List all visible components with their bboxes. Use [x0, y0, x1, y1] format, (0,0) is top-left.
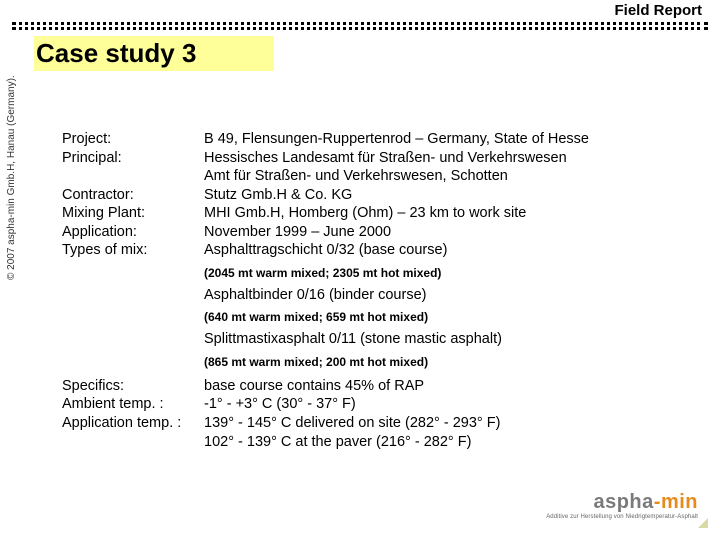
sub-1: Asphaltbinder 0/16 (binder course) — [204, 286, 700, 305]
dotted-divider — [12, 22, 708, 30]
label-ambient: Ambient temp. : — [62, 395, 204, 414]
value-mixingplant: MHI Gmb.H, Homberg (Ohm) – 23 km to work… — [204, 204, 700, 223]
label-mixingplant: Mixing Plant: — [62, 204, 204, 223]
label-empty — [62, 167, 204, 186]
value-specifics: base course contains 45% of RAP — [204, 377, 700, 396]
row-typesmix: Types of mix: Asphalttragschicht 0/32 (b… — [62, 241, 700, 260]
label-application: Application: — [62, 223, 204, 242]
value-ambient: -1° - +3° C (30° - 37° F) — [204, 395, 700, 414]
row-principal2: Amt für Straßen- und Verkehrswesen, Scho… — [62, 167, 700, 186]
label-apptemp: Application temp. : — [62, 414, 204, 433]
value-application: November 1999 – June 2000 — [204, 223, 700, 242]
note-3: (865 mt warm mixed; 200 mt hot mixed) — [204, 355, 700, 369]
value-apptemp2: 102° - 139° C at the paver (216° - 282° … — [204, 433, 700, 452]
row-contractor: Contractor: Stutz Gmb.H & Co. KG — [62, 186, 700, 205]
logo-subtext: Additive zur Herstellung von Niedrigtemp… — [546, 514, 698, 520]
header-label: Field Report — [614, 2, 702, 19]
page-title: Case study 3 — [36, 38, 196, 68]
value-project: B 49, Flensungen-Ruppertenrod – Germany,… — [204, 130, 700, 149]
value-typesmix: Asphalttragschicht 0/32 (base course) — [204, 241, 700, 260]
row-ambient: Ambient temp. : -1° - +3° C (30° - 37° F… — [62, 395, 700, 414]
logo: aspha-min Additive zur Herstellung von N… — [546, 491, 698, 520]
value-principal: Hessisches Landesamt für Straßen- und Ve… — [204, 149, 700, 168]
logo-text: aspha-min — [546, 491, 698, 514]
label-principal: Principal: — [62, 149, 204, 168]
note-2: (640 mt warm mixed; 659 mt hot mixed) — [204, 310, 700, 324]
label-typesmix: Types of mix: — [62, 241, 204, 260]
label-empty2 — [62, 433, 204, 452]
value-principal2: Amt für Straßen- und Verkehrswesen, Scho… — [204, 167, 700, 186]
row-project: Project: B 49, Flensungen-Ruppertenrod –… — [62, 130, 700, 149]
sub-2: Splittmastixasphalt 0/11 (stone mastic a… — [204, 330, 700, 349]
value-apptemp: 139° - 145° C delivered on site (282° - … — [204, 414, 700, 433]
label-contractor: Contractor: — [62, 186, 204, 205]
label-project: Project: — [62, 130, 204, 149]
row-apptemp: Application temp. : 139° - 145° C delive… — [62, 414, 700, 433]
title-block: Case study 3 — [34, 36, 274, 71]
content-area: Project: B 49, Flensungen-Ruppertenrod –… — [62, 130, 700, 451]
label-specifics: Specifics: — [62, 377, 204, 396]
value-contractor: Stutz Gmb.H & Co. KG — [204, 186, 700, 205]
row-specifics: Specifics: base course contains 45% of R… — [62, 377, 700, 396]
row-mixingplant: Mixing Plant: MHI Gmb.H, Homberg (Ohm) –… — [62, 204, 700, 223]
copyright-vertical: © 2007 aspha-min Gmb.H, Hanau (Germany). — [6, 75, 17, 280]
row-application: Application: November 1999 – June 2000 — [62, 223, 700, 242]
page-corner-icon — [698, 518, 708, 528]
row-principal: Principal: Hessisches Landesamt für Stra… — [62, 149, 700, 168]
row-apptemp2: 102° - 139° C at the paver (216° - 282° … — [62, 433, 700, 452]
specs-block: Specifics: base course contains 45% of R… — [62, 377, 700, 451]
note-1: (2045 mt warm mixed; 2305 mt hot mixed) — [204, 266, 700, 280]
